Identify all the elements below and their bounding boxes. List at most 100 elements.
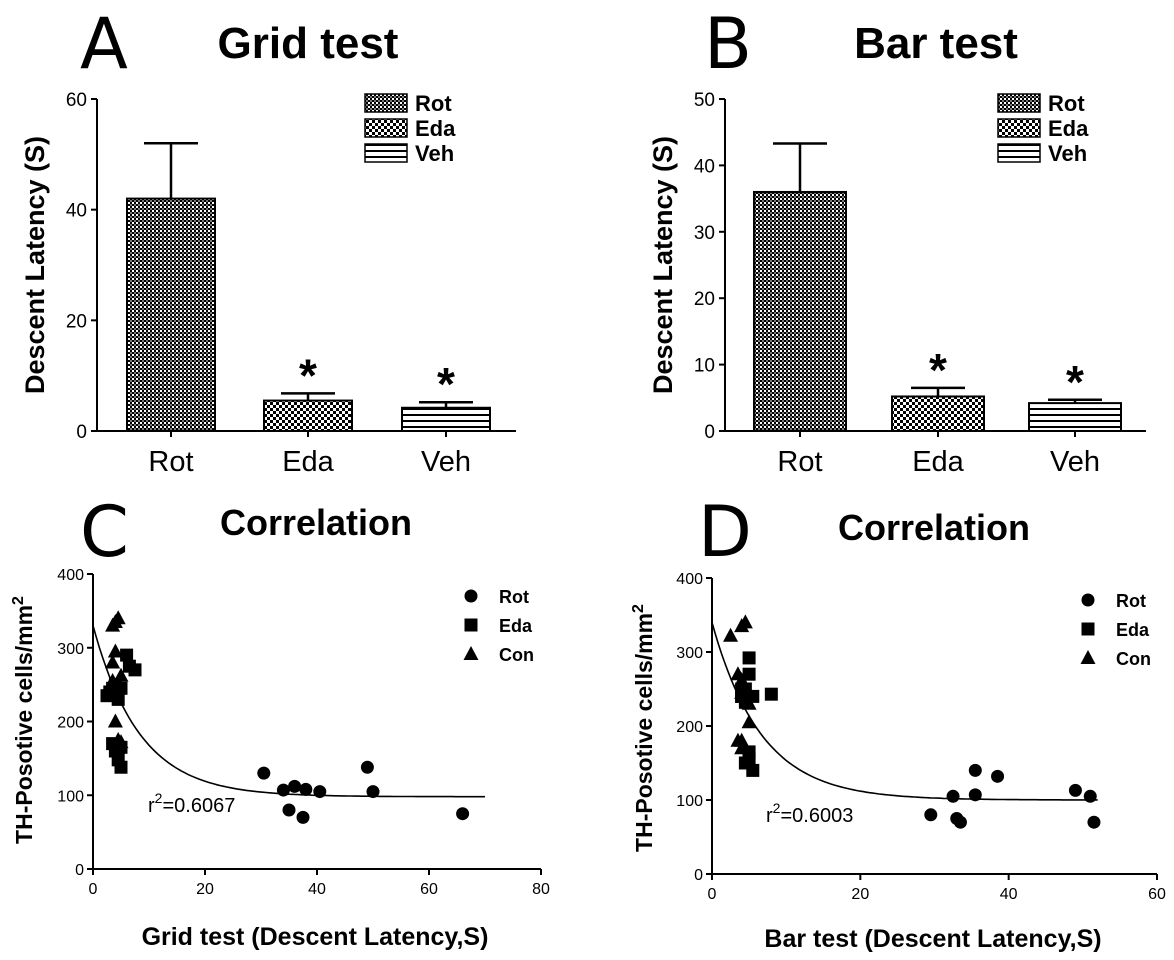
- bar-eda: [263, 399, 353, 433]
- point-rot: [360, 760, 374, 774]
- legend-label-eda: Eda: [415, 116, 456, 141]
- legend-label-eda: Eda: [499, 616, 533, 636]
- point-con: [730, 666, 746, 681]
- fit-curve: [711, 622, 1098, 801]
- point-eda: [742, 752, 756, 766]
- point-rot: [257, 766, 271, 780]
- y-tick-label: 200: [676, 719, 703, 736]
- point-rot: [282, 803, 296, 817]
- legend-swatch-eda: [997, 118, 1041, 138]
- y-tick-label: 200: [57, 715, 84, 732]
- y-tick-label: 50: [694, 90, 715, 111]
- point-con: [113, 667, 129, 682]
- y-tick-label: 400: [57, 567, 84, 584]
- x-tick-label: 20: [851, 886, 869, 903]
- chart-c-annotation-value: =0.6067: [162, 795, 235, 817]
- chart-d-xlabel: Bar test (Descent Latency,S): [764, 925, 1101, 953]
- chart-d-annotation: r2=0.6003: [766, 800, 853, 827]
- y-tick-label: 10: [694, 356, 715, 377]
- legend-marker-rot: [464, 589, 478, 603]
- x-tick-label: 20: [196, 881, 214, 898]
- point-con: [110, 680, 126, 695]
- point-con: [734, 684, 750, 699]
- legend-swatch-eda: [364, 118, 408, 138]
- bar-rot: [753, 190, 847, 432]
- chart-c-xlabel: Grid test (Descent Latency,S): [142, 923, 489, 951]
- significance-marker-eda: *: [929, 344, 947, 396]
- chart-c-title: Correlation: [220, 502, 412, 543]
- chart-c-ylabel: TH-Posotive cells/mm2: [10, 596, 37, 844]
- x-tick-label: 40: [308, 881, 326, 898]
- point-con: [110, 610, 126, 625]
- x-tick-label-eda: Eda: [912, 446, 964, 478]
- point-eda: [120, 648, 134, 662]
- x-tick-label: 40: [1000, 886, 1018, 903]
- y-tick-label: 300: [676, 645, 703, 662]
- panel-label-a: A: [80, 3, 128, 85]
- bar-veh: [1028, 402, 1122, 432]
- legend-marker-rot: [1081, 593, 1095, 607]
- legend-label-rot: Rot: [1048, 91, 1085, 116]
- legend-swatch-rot: [997, 93, 1041, 113]
- legend-label-eda: Eda: [1116, 620, 1150, 640]
- point-con: [737, 614, 753, 629]
- point-eda: [114, 760, 128, 774]
- significance-marker-eda: *: [299, 349, 317, 401]
- point-rot: [1068, 783, 1082, 797]
- legend-swatch-veh: [997, 143, 1041, 163]
- point-rot: [456, 807, 470, 821]
- y-tick-label: 20: [694, 289, 715, 310]
- legend-label-rot: Rot: [499, 587, 529, 607]
- point-con: [105, 654, 121, 669]
- point-con: [105, 672, 121, 687]
- legend-label-rot: Rot: [415, 91, 452, 116]
- legend-label-veh: Veh: [1048, 141, 1087, 166]
- chart-c-annotation-sup: 2: [155, 790, 163, 806]
- legend-label-eda: Eda: [1048, 116, 1089, 141]
- y-tick-label: 20: [66, 311, 87, 332]
- point-con: [741, 695, 757, 710]
- y-tick-label: 40: [66, 201, 87, 222]
- legend-label-veh: Veh: [415, 141, 454, 166]
- legend-swatch-veh: [364, 143, 408, 163]
- point-rot: [1087, 815, 1101, 829]
- fit-curve: [92, 625, 485, 798]
- chart-c-annotation-r: r: [148, 795, 155, 817]
- point-eda: [128, 663, 142, 677]
- point-rot: [313, 785, 327, 799]
- point-eda: [742, 667, 756, 681]
- point-rot: [296, 810, 310, 824]
- y-tick-label: 0: [76, 422, 87, 443]
- legend-label-con: Con: [1116, 649, 1151, 669]
- bar-rot: [126, 197, 216, 432]
- y-tick-label: 0: [75, 862, 84, 879]
- x-tick-label-veh: Veh: [421, 446, 471, 478]
- point-rot: [276, 783, 290, 797]
- point-rot: [924, 808, 938, 822]
- point-con: [113, 734, 129, 749]
- x-tick-label: 0: [89, 881, 98, 898]
- chart-a-ylabel: Descent Latency (S): [20, 136, 50, 394]
- legend-marker-con: [463, 646, 479, 660]
- chart-a-title: Grid test: [218, 19, 399, 68]
- point-eda: [111, 692, 125, 706]
- chart-c-ylabel-main: TH-Posotive cells/mm: [11, 605, 37, 844]
- legend-marker-eda: [464, 618, 478, 632]
- x-tick-label-rot: Rot: [148, 446, 193, 478]
- legend-marker-con: [1080, 650, 1096, 664]
- y-tick-label: 0: [704, 422, 715, 443]
- point-con: [107, 643, 123, 658]
- panel-label-b: B: [704, 3, 752, 85]
- chart-b-title: Bar test: [854, 19, 1018, 68]
- x-tick-label: 60: [1148, 886, 1166, 903]
- y-tick-label: 100: [57, 788, 84, 805]
- point-rot: [288, 779, 302, 793]
- point-eda: [764, 687, 778, 701]
- y-tick-label: 30: [694, 223, 715, 244]
- chart-d-ylabel-main: TH-Posotive cells/mm: [631, 613, 657, 852]
- x-tick-label-veh: Veh: [1050, 446, 1100, 478]
- chart-d-annotation-value: =0.6003: [780, 805, 853, 827]
- y-tick-label: 40: [694, 156, 715, 177]
- x-tick-label: 60: [420, 881, 438, 898]
